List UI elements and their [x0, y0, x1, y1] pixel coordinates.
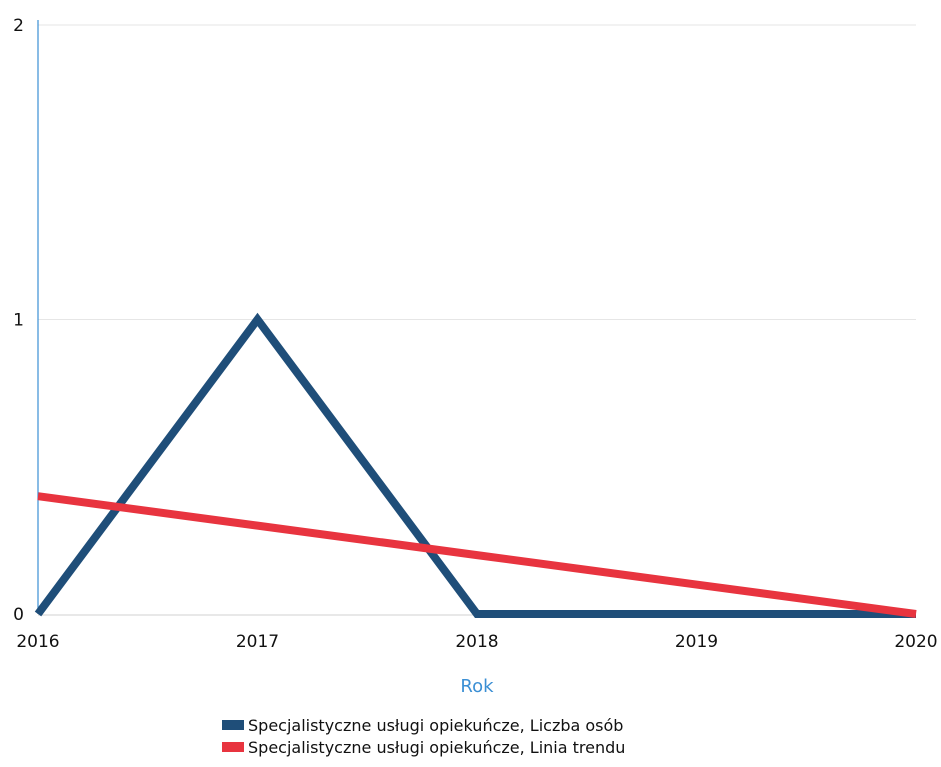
x-axis-title: Rok — [460, 676, 494, 697]
y-tick-labels: 0 1 2 — [13, 16, 24, 625]
legend: Specjalistyczne usługi opiekuńcze, Liczb… — [222, 714, 625, 758]
y-tick-label: 1 — [13, 311, 24, 331]
line-chart: 0 1 2 2016 2017 2018 2019 2020 Rok — [13, 16, 937, 697]
x-tick-label: 2020 — [894, 632, 937, 652]
series-lines — [34, 312, 917, 618]
x-tick-label: 2019 — [675, 632, 718, 652]
legend-label: Specjalistyczne usługi opiekuńcze, Linia… — [248, 737, 626, 757]
legend-item-series-0: Specjalistyczne usługi opiekuńcze, Liczb… — [222, 714, 625, 736]
legend-swatch — [222, 742, 244, 752]
legend-item-series-1: Specjalistyczne usługi opiekuńcze, Linia… — [222, 736, 625, 758]
x-tick-label: 2018 — [455, 632, 498, 652]
x-tick-label: 2017 — [236, 632, 279, 652]
legend-label: Specjalistyczne usługi opiekuńcze, Liczb… — [248, 715, 624, 735]
y-tick-label: 2 — [13, 16, 24, 36]
x-tick-labels: 2016 2017 2018 2019 2020 — [16, 632, 937, 652]
series-line-1 — [37, 492, 917, 618]
series-line-0 — [34, 312, 916, 618]
grid-lines — [38, 24, 916, 616]
legend-swatch — [222, 720, 244, 730]
x-tick-label: 2016 — [16, 632, 59, 652]
y-tick-label: 0 — [13, 605, 24, 625]
